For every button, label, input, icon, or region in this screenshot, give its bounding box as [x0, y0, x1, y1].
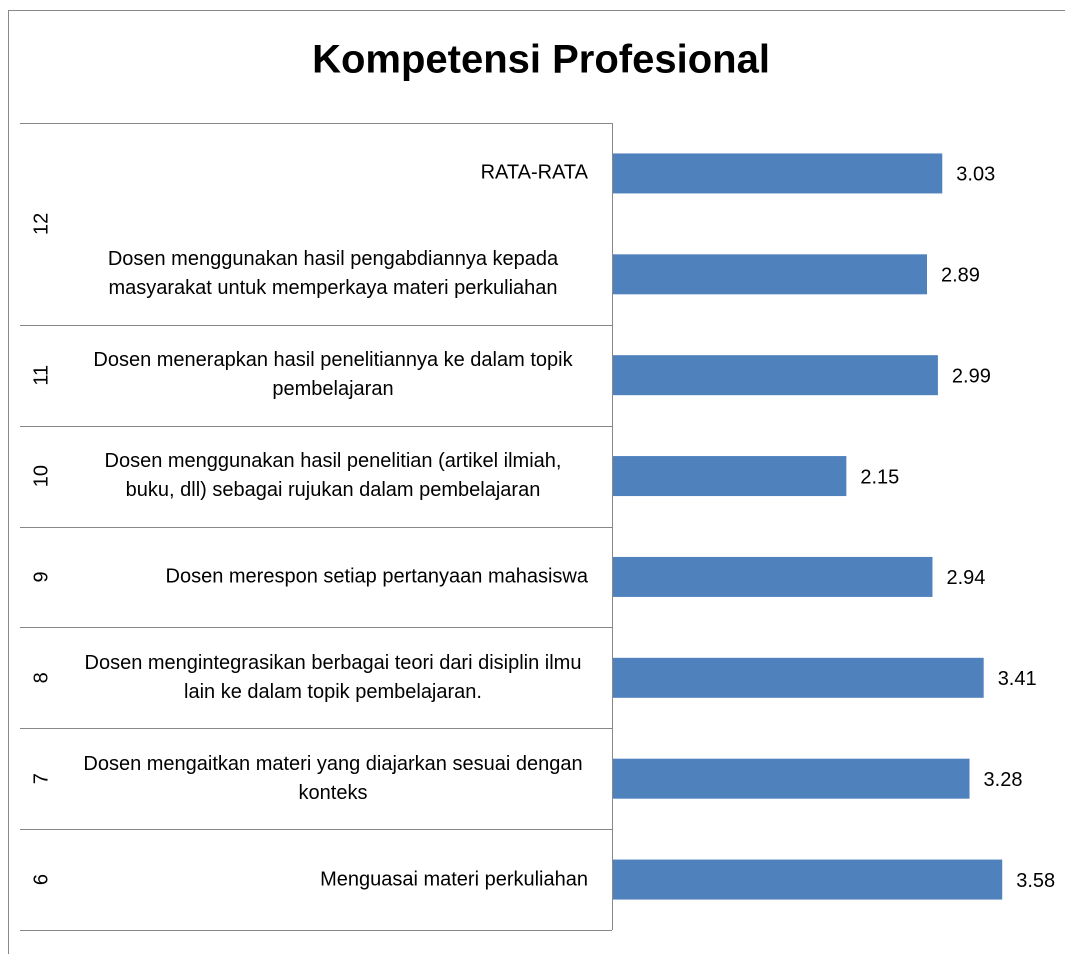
value-label: 2.94 — [946, 567, 985, 589]
category-label: Dosen menggunakan hasil pengabdiannya ke… — [78, 245, 588, 303]
chart-title: Kompetensi Profesional — [312, 38, 770, 82]
bar — [612, 556, 933, 597]
value-label: 2.99 — [952, 365, 991, 387]
value-label: 2.89 — [941, 265, 980, 287]
category-text: Dosen menggunakan hasil pengabdiannya ke… — [107, 248, 559, 300]
category-label: Menguasai materi perkuliahan — [78, 865, 588, 894]
bar — [612, 153, 943, 194]
category-text: RATA-RATA — [480, 161, 588, 184]
group-label: 9 — [30, 571, 52, 582]
value-label: 3.41 — [998, 668, 1037, 690]
group-label: 6 — [30, 874, 52, 885]
bar — [612, 456, 847, 497]
value-label: 3.58 — [1016, 870, 1055, 892]
bar — [612, 758, 970, 799]
category-text: Menguasai materi perkuliahan — [320, 868, 588, 891]
category-text: Dosen menggunakan hasil penelitian (arti… — [104, 450, 562, 502]
group-label: 11 — [30, 365, 52, 386]
bar — [612, 859, 1003, 900]
group-label: 7 — [30, 773, 52, 784]
category-label: Dosen mengaitkan materi yang diajarkan s… — [78, 750, 588, 808]
value-label: 3.03 — [956, 164, 995, 186]
bar — [612, 657, 984, 698]
bar — [612, 355, 938, 396]
value-label: 3.28 — [984, 769, 1023, 791]
group-label: 8 — [30, 672, 52, 683]
group-label: 10 — [30, 465, 52, 487]
category-text: Dosen merespon setiap pertanyaan mahasis… — [165, 565, 588, 588]
category-text: Dosen menerapkan hasil penelitiannya ke … — [93, 349, 573, 401]
category-label: Dosen merespon setiap pertanyaan mahasis… — [78, 562, 588, 591]
category-label: Dosen menggunakan hasil penelitian (arti… — [78, 447, 588, 505]
category-text: Dosen mengintegrasikan berbagai teori da… — [84, 651, 582, 703]
category-label: RATA-RATA — [78, 159, 588, 188]
value-label: 2.15 — [860, 466, 899, 488]
category-label: Dosen mengintegrasikan berbagai teori da… — [78, 649, 588, 707]
category-text: Dosen mengaitkan materi yang diajarkan s… — [83, 752, 583, 804]
category-label: Dosen menerapkan hasil penelitiannya ke … — [78, 346, 588, 404]
group-label: 12 — [30, 213, 52, 235]
bar — [612, 254, 928, 295]
